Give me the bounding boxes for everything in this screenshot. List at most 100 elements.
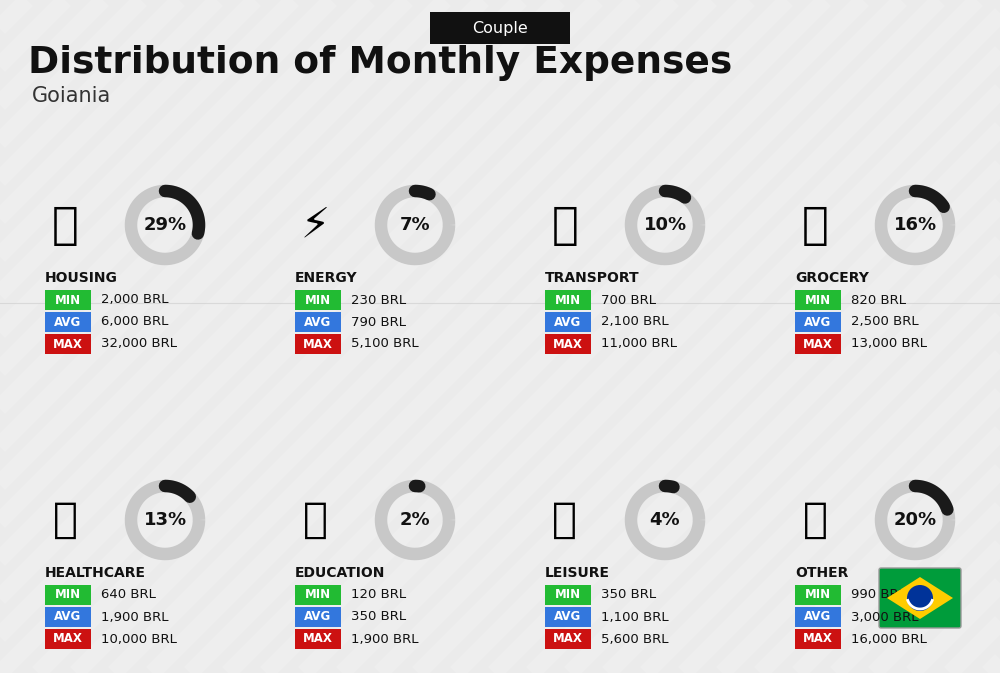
Text: 230 BRL: 230 BRL	[351, 293, 406, 306]
Text: AVG: AVG	[304, 316, 332, 328]
Text: 2%: 2%	[400, 511, 430, 529]
Text: HOUSING: HOUSING	[45, 271, 118, 285]
FancyBboxPatch shape	[295, 334, 341, 354]
FancyBboxPatch shape	[295, 290, 341, 310]
Text: 350 BRL: 350 BRL	[351, 610, 406, 623]
FancyBboxPatch shape	[795, 607, 841, 627]
Text: MIN: MIN	[555, 588, 581, 602]
FancyBboxPatch shape	[45, 290, 91, 310]
FancyBboxPatch shape	[545, 312, 591, 332]
FancyBboxPatch shape	[795, 334, 841, 354]
Text: 16%: 16%	[893, 216, 937, 234]
Text: MAX: MAX	[553, 337, 583, 351]
Text: 120 BRL: 120 BRL	[351, 588, 406, 602]
FancyBboxPatch shape	[545, 629, 591, 649]
FancyBboxPatch shape	[45, 334, 91, 354]
FancyBboxPatch shape	[795, 629, 841, 649]
Text: 🚌: 🚌	[552, 203, 578, 246]
Text: 32,000 BRL: 32,000 BRL	[101, 337, 177, 351]
Text: AVG: AVG	[304, 610, 332, 623]
Text: 11,000 BRL: 11,000 BRL	[601, 337, 677, 351]
Text: 10,000 BRL: 10,000 BRL	[101, 633, 177, 645]
FancyBboxPatch shape	[545, 585, 591, 605]
Text: AVG: AVG	[54, 610, 82, 623]
Text: MAX: MAX	[53, 633, 83, 645]
Text: 🏥: 🏥	[52, 499, 78, 541]
Text: MIN: MIN	[555, 293, 581, 306]
FancyBboxPatch shape	[430, 12, 570, 44]
Text: 640 BRL: 640 BRL	[101, 588, 156, 602]
FancyBboxPatch shape	[795, 585, 841, 605]
Text: 790 BRL: 790 BRL	[351, 316, 406, 328]
Text: 3,000 BRL: 3,000 BRL	[851, 610, 918, 623]
Text: 1,900 BRL: 1,900 BRL	[351, 633, 418, 645]
Text: 16,000 BRL: 16,000 BRL	[851, 633, 927, 645]
Text: HEALTHCARE: HEALTHCARE	[45, 566, 146, 580]
Text: 👛: 👛	[802, 499, 828, 541]
FancyBboxPatch shape	[545, 607, 591, 627]
Text: 13,000 BRL: 13,000 BRL	[851, 337, 927, 351]
FancyBboxPatch shape	[795, 312, 841, 332]
FancyBboxPatch shape	[45, 607, 91, 627]
Text: 5,600 BRL: 5,600 BRL	[601, 633, 668, 645]
Text: MIN: MIN	[55, 293, 81, 306]
Text: MAX: MAX	[303, 633, 333, 645]
Text: MIN: MIN	[55, 588, 81, 602]
Text: LEISURE: LEISURE	[545, 566, 610, 580]
Text: MIN: MIN	[805, 588, 831, 602]
Polygon shape	[887, 577, 953, 619]
Text: MIN: MIN	[805, 293, 831, 306]
Text: 2,000 BRL: 2,000 BRL	[101, 293, 168, 306]
Text: 13%: 13%	[143, 511, 187, 529]
FancyBboxPatch shape	[45, 312, 91, 332]
FancyBboxPatch shape	[295, 312, 341, 332]
Text: 4%: 4%	[650, 511, 680, 529]
Circle shape	[907, 585, 933, 611]
Text: AVG: AVG	[54, 316, 82, 328]
Text: 700 BRL: 700 BRL	[601, 293, 656, 306]
Text: 29%: 29%	[143, 216, 187, 234]
Text: TRANSPORT: TRANSPORT	[545, 271, 640, 285]
Text: ⚡: ⚡	[300, 204, 330, 246]
FancyBboxPatch shape	[545, 290, 591, 310]
Text: 10%: 10%	[643, 216, 687, 234]
FancyBboxPatch shape	[45, 585, 91, 605]
FancyBboxPatch shape	[879, 568, 961, 628]
FancyBboxPatch shape	[45, 629, 91, 649]
Text: MAX: MAX	[53, 337, 83, 351]
Text: 990 BRL: 990 BRL	[851, 588, 906, 602]
Text: MAX: MAX	[803, 633, 833, 645]
FancyBboxPatch shape	[545, 334, 591, 354]
Text: Couple: Couple	[472, 20, 528, 36]
Text: 820 BRL: 820 BRL	[851, 293, 906, 306]
Text: 350 BRL: 350 BRL	[601, 588, 656, 602]
Text: 1,900 BRL: 1,900 BRL	[101, 610, 168, 623]
FancyBboxPatch shape	[295, 607, 341, 627]
Text: GROCERY: GROCERY	[795, 271, 869, 285]
Text: MAX: MAX	[303, 337, 333, 351]
FancyBboxPatch shape	[795, 290, 841, 310]
Text: AVG: AVG	[554, 610, 582, 623]
Text: 6,000 BRL: 6,000 BRL	[101, 316, 168, 328]
Text: AVG: AVG	[804, 316, 832, 328]
Text: 20%: 20%	[893, 511, 937, 529]
Text: 🛒: 🛒	[802, 203, 828, 246]
Text: 2,500 BRL: 2,500 BRL	[851, 316, 919, 328]
Text: 🎓: 🎓	[302, 499, 328, 541]
Text: MAX: MAX	[803, 337, 833, 351]
Text: 🏢: 🏢	[52, 203, 78, 246]
Text: Distribution of Monthly Expenses: Distribution of Monthly Expenses	[28, 45, 732, 81]
Text: ENERGY: ENERGY	[295, 271, 358, 285]
Text: 7%: 7%	[400, 216, 430, 234]
Text: Goiania: Goiania	[32, 86, 111, 106]
Text: EDUCATION: EDUCATION	[295, 566, 385, 580]
Text: MAX: MAX	[553, 633, 583, 645]
Text: 2,100 BRL: 2,100 BRL	[601, 316, 669, 328]
Text: 5,100 BRL: 5,100 BRL	[351, 337, 419, 351]
FancyBboxPatch shape	[295, 585, 341, 605]
Text: MIN: MIN	[305, 293, 331, 306]
Text: MIN: MIN	[305, 588, 331, 602]
Text: AVG: AVG	[554, 316, 582, 328]
Text: OTHER: OTHER	[795, 566, 848, 580]
Text: 1,100 BRL: 1,100 BRL	[601, 610, 669, 623]
